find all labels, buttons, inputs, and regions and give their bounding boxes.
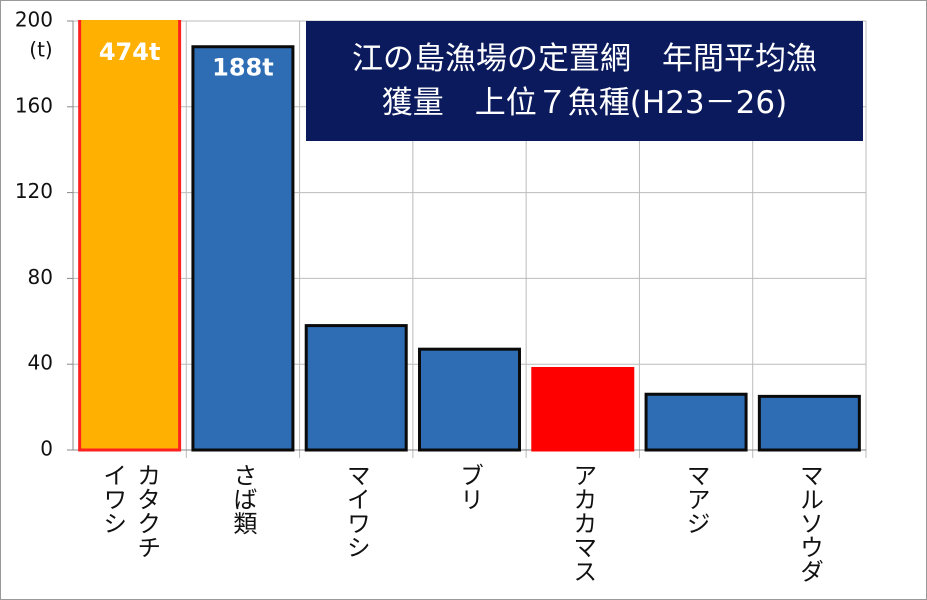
x-tick-label: マアジ xyxy=(682,463,711,535)
title-box: 江の島漁場の定置網 年間平均漁獲量 上位７魚種(H23－26) xyxy=(306,21,863,141)
bar xyxy=(304,324,408,452)
y-tick-label: 160 xyxy=(15,93,53,117)
value-label: 188t xyxy=(212,54,274,82)
bar xyxy=(191,45,295,452)
bar xyxy=(78,20,182,452)
x-tick-label: さば類 xyxy=(228,463,257,535)
x-tick-label: ブリ xyxy=(455,463,484,511)
y-tick-label: 80 xyxy=(28,265,53,289)
chart-title: 江の島漁場の定置網 年間平均漁獲量 上位７魚種(H23－26) xyxy=(352,41,817,121)
x-tick-label: マイワシ xyxy=(342,463,371,559)
y-tick-label: 0 xyxy=(40,437,53,461)
y-tick-label: 200 xyxy=(15,8,53,32)
bar xyxy=(757,394,861,452)
bar xyxy=(531,366,635,452)
bar xyxy=(644,392,748,452)
bar xyxy=(418,347,521,452)
x-tick-label: マルソウダ xyxy=(795,463,824,583)
y-tick-label: 40 xyxy=(28,351,53,375)
y-axis-label: (t) xyxy=(29,38,52,62)
bars xyxy=(78,20,861,452)
x-tick-label: カタクチイワシ xyxy=(98,463,161,559)
value-label: 474t xyxy=(99,38,161,66)
x-tick-label: アカカマス xyxy=(568,463,597,583)
y-tick-label: 120 xyxy=(15,179,53,203)
